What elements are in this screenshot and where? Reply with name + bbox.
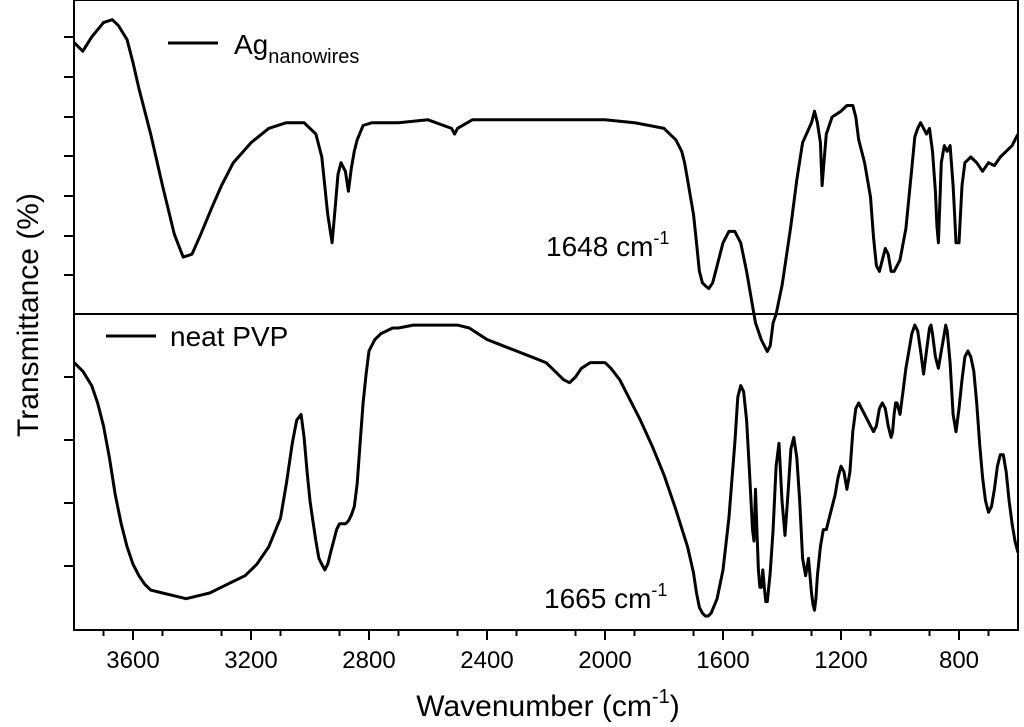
x-tick-label-3200: 3200 bbox=[224, 647, 277, 674]
annotation-top-sup: -1 bbox=[653, 228, 669, 248]
x-tick-labels: 3600 3200 2800 2400 2000 1600 1200 800 bbox=[106, 647, 979, 674]
legend-label-top: Agnanowires bbox=[234, 29, 359, 68]
y-axis-label: Transmittance (%) bbox=[12, 193, 45, 437]
x-axis-label: Wavenumber (cm-1) bbox=[416, 686, 679, 723]
tick-marks bbox=[64, 36, 990, 640]
annotation-top-peak: 1648 cm-1 bbox=[546, 228, 669, 262]
x-tick-label-2400: 2400 bbox=[460, 647, 513, 674]
bottom-panel-frame bbox=[73, 313, 1019, 631]
x-tick-label-800: 800 bbox=[939, 647, 979, 674]
x-axis-label-sup: -1 bbox=[652, 686, 670, 708]
x-axis-label-close: ) bbox=[670, 690, 680, 723]
x-tick-label-3600: 3600 bbox=[106, 647, 159, 674]
series-line-neat-pvp bbox=[72, 323, 1020, 618]
legend-subscript-top: nanowires bbox=[268, 46, 359, 68]
annotation-bottom-sup: -1 bbox=[651, 580, 667, 600]
x-tick-label-1200: 1200 bbox=[814, 647, 867, 674]
x-tick-label-1600: 1600 bbox=[696, 647, 749, 674]
annotation-bottom-peak: 1665 cm-1 bbox=[544, 580, 667, 614]
legend-label-bottom: neat PVP bbox=[170, 321, 288, 352]
x-tick-label-2800: 2800 bbox=[342, 647, 395, 674]
series-line-ag-nanowires bbox=[72, 18, 1020, 353]
x-tick-label-2000: 2000 bbox=[578, 647, 631, 674]
